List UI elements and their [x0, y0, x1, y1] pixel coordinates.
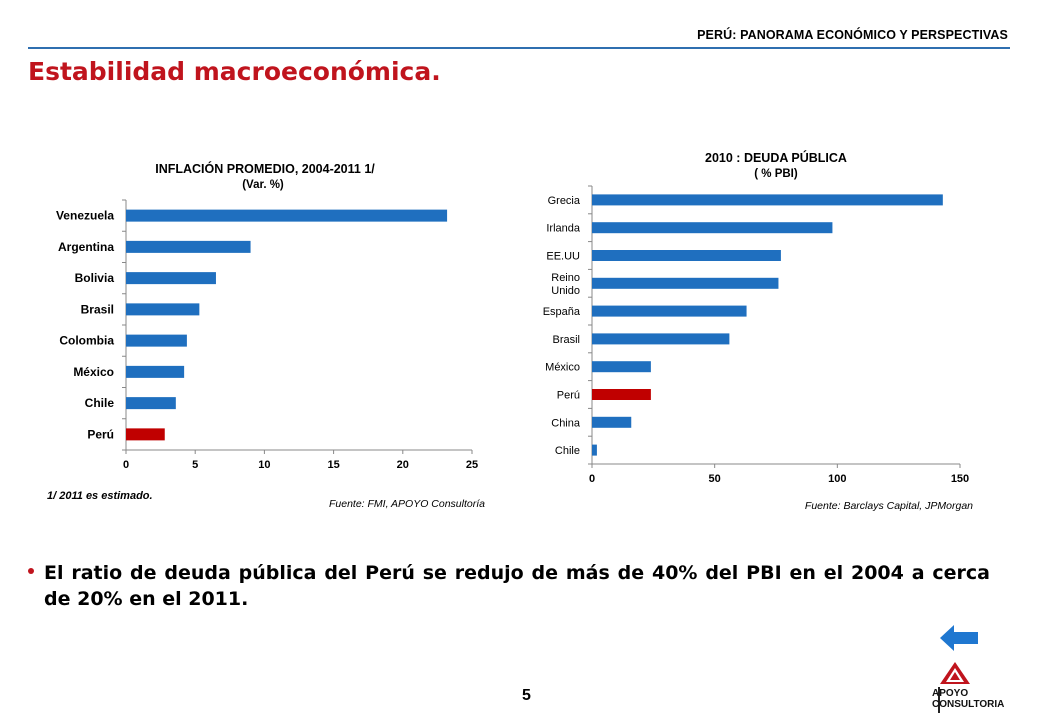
debt-bar [592, 250, 781, 261]
inflation-category-label: Venezuela [56, 209, 114, 223]
inflation-bar [126, 428, 165, 441]
logo-text: APOYO CONSULTORIA [932, 688, 1004, 710]
inflation-bar [126, 397, 176, 410]
arrow-left-icon[interactable] [940, 623, 980, 653]
inflation-category-label: Colombia [59, 334, 114, 348]
debt-bar [592, 444, 597, 456]
debt-chart-title: 2010 : DEUDA PÚBLICA [705, 150, 847, 165]
debt-category-label: México [545, 362, 580, 374]
inflation-chart-title: INFLACIÓN PROMEDIO, 2004-2011 1/ [155, 161, 375, 176]
inflation-bar [126, 209, 448, 222]
debt-category-label: EE.UU [546, 251, 580, 263]
debt-bar [592, 416, 632, 428]
debt-category-label: Irlanda [546, 223, 581, 235]
debt-category-label: España [543, 306, 581, 318]
bullet-text: El ratio de deuda pública del Perú se re… [44, 562, 990, 610]
inflation-bar [126, 272, 216, 285]
inflation-bar [126, 303, 200, 316]
inflation-x-tick-label: 20 [397, 459, 409, 471]
inflation-category-label: Perú [87, 427, 114, 441]
debt-bar [592, 361, 651, 373]
inflation-bar [126, 334, 187, 347]
debt-category-label: Reino Unido [551, 272, 580, 297]
debt-chart: 2010 : DEUDA PÚBLICA ( % PBI) Grecia Irla… [543, 150, 973, 512]
debt-x-tick-label: 0 [589, 473, 595, 485]
inflation-bar [126, 365, 185, 378]
inflation-x-tick-label: 15 [327, 459, 339, 471]
inflation-note: 1/ 2011 es estimado. [47, 490, 153, 502]
apoyo-logo-icon [938, 662, 970, 713]
logo-line1: APOYO [932, 688, 969, 699]
debt-bar [592, 389, 651, 400]
inflation-x-tick-label: 10 [258, 459, 270, 471]
header-divider [28, 47, 1010, 49]
inflation-category-label: México [73, 365, 114, 379]
debt-category-label: Grecia [548, 195, 581, 207]
inflation-category-label: Brasil [81, 302, 114, 316]
inflation-category-label: Bolivia [75, 271, 115, 285]
inflation-x-tick-label: 25 [466, 459, 478, 471]
inflation-chart-subtitle: (Var. %) [242, 179, 284, 191]
debt-x-tick-label: 150 [951, 473, 969, 485]
debt-x-tick-label: 50 [709, 473, 721, 485]
header-title: PERÚ: PANORAMA ECONÓMICO Y PERSPECTIVAS [697, 28, 1008, 42]
inflation-x-tick-label: 5 [192, 459, 198, 471]
inflation-chart: INFLACIÓN PROMEDIO, 2004-2011 1/ (Var. %… [47, 161, 485, 510]
debt-source: Fuente: Barclays Capital, JPMorgan [805, 500, 973, 512]
debt-category-label: Brasil [552, 334, 580, 346]
logo-line2: CONSULTORIA [932, 699, 1005, 710]
debt-chart-subtitle: ( % PBI) [754, 168, 798, 180]
inflation-category-label: Chile [85, 396, 115, 410]
debt-category-label: China [551, 417, 581, 429]
debt-bar [592, 194, 943, 206]
page-number: 5 [522, 687, 531, 704]
inflation-x-tick-label: 0 [123, 459, 129, 471]
debt-bar [592, 305, 747, 317]
debt-x-tick-label: 100 [828, 473, 846, 485]
inflation-category-label: Argentina [58, 240, 114, 254]
page-title: Estabilidad macroeconómica. [28, 57, 441, 86]
inflation-source: Fuente: FMI, APOYO Consultoría [329, 498, 485, 510]
bullet-dot [28, 568, 34, 574]
inflation-bar [126, 240, 251, 253]
debt-category-label: Chile [555, 445, 580, 457]
debt-category-label: Perú [557, 390, 580, 402]
debt-bar [592, 222, 833, 234]
debt-bar [592, 333, 730, 345]
debt-bar [592, 277, 779, 289]
